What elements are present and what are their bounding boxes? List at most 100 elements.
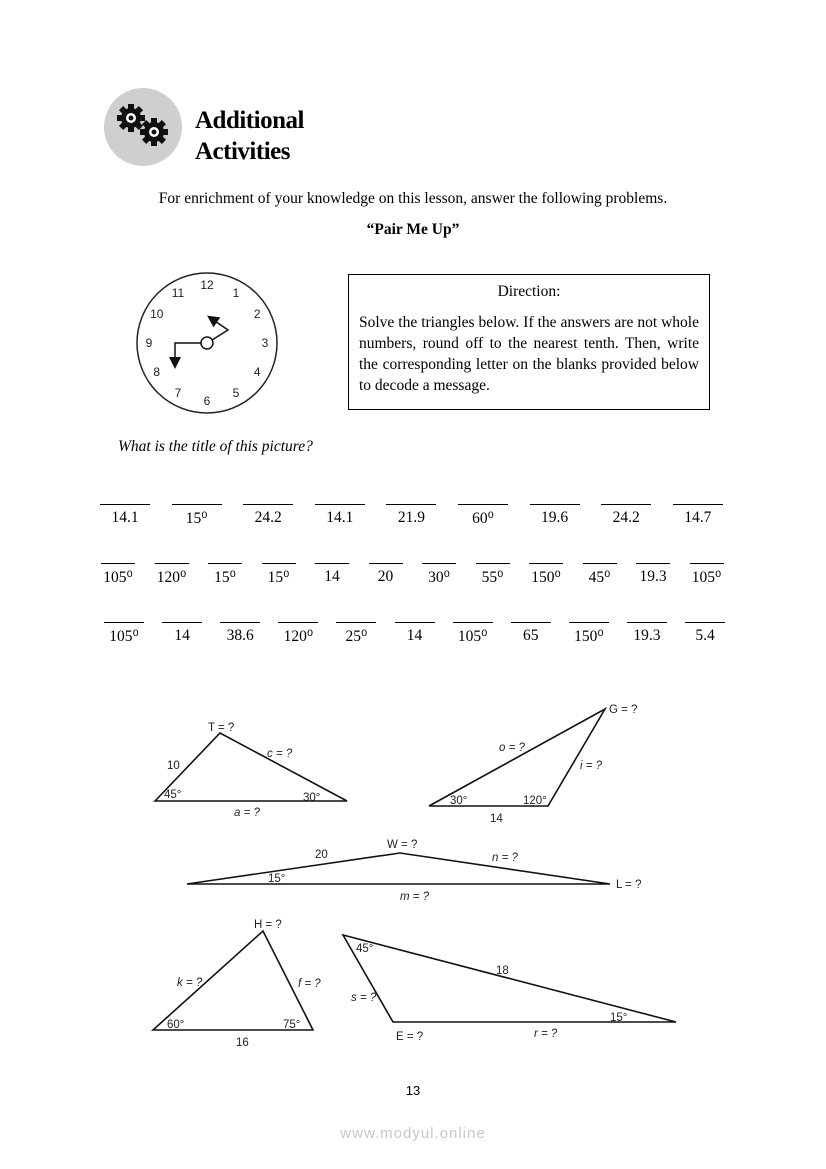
clock-center: [200, 336, 214, 350]
blank-clue: 20: [377, 568, 394, 585]
label-e-side-left: s = ?: [351, 992, 377, 1004]
blank-clue: 19.3: [633, 627, 661, 644]
answer-blank: 150⁰: [516, 563, 576, 587]
blank-clue: 5.4: [695, 627, 715, 644]
blank-line[interactable]: [582, 563, 617, 564]
label-g-base: 14: [490, 813, 503, 825]
blank-line[interactable]: [636, 563, 670, 564]
clock-number: 2: [254, 307, 261, 321]
answer-blank: 65: [501, 622, 561, 645]
blank-line[interactable]: [315, 563, 349, 564]
clock-number: 7: [175, 386, 182, 400]
blank-line[interactable]: [154, 563, 189, 564]
clock-number: 6: [204, 394, 211, 408]
blank-line[interactable]: [100, 504, 150, 505]
label-e-side-top: 18: [496, 965, 509, 977]
answer-blank: 15⁰: [167, 504, 227, 528]
blank-line[interactable]: [394, 622, 435, 623]
answer-blank: 38.6: [210, 622, 270, 645]
triangles-figure: T = ? 10 c = ? 45° 30° a = ? G = ? o = ?…: [150, 704, 677, 1049]
label-e-angle-right: 15°: [610, 1012, 627, 1024]
blank-line[interactable]: [208, 563, 242, 564]
blank-line[interactable]: [220, 622, 261, 623]
blank-line[interactable]: [626, 622, 667, 623]
blank-clue: 55⁰: [481, 569, 504, 586]
section-title-line1: Additional: [195, 107, 304, 134]
question-text: What is the title of this picture?: [118, 438, 313, 455]
blank-line[interactable]: [601, 504, 652, 505]
blank-line[interactable]: [104, 622, 144, 623]
answer-blank: 20: [356, 563, 416, 586]
label-h-side-left: k = ?: [177, 977, 203, 989]
intro-text: For enrichment of your knowledge on this…: [158, 190, 668, 207]
blank-line[interactable]: [368, 563, 403, 564]
blank-line[interactable]: [452, 622, 493, 623]
clock-number: 12: [200, 278, 214, 292]
answer-blank: 55⁰: [463, 563, 523, 587]
blank-line[interactable]: [162, 622, 203, 623]
answer-blank: 14: [302, 563, 362, 586]
label-g-side-left: o = ?: [499, 742, 526, 754]
clock-number: 8: [153, 365, 160, 379]
answer-blank: 19.3: [617, 622, 677, 645]
blank-line[interactable]: [689, 563, 724, 564]
blank-line[interactable]: [101, 563, 135, 564]
blank-line[interactable]: [422, 563, 456, 564]
label-w-base: m = ?: [400, 891, 430, 903]
blank-line[interactable]: [171, 504, 222, 505]
blank-line[interactable]: [685, 622, 725, 623]
label-h-side-right: f = ?: [298, 978, 321, 990]
blank-line[interactable]: [243, 504, 294, 505]
label-e-vertex: E = ?: [396, 1031, 423, 1043]
blank-line[interactable]: [458, 504, 508, 505]
blank-line[interactable]: [386, 504, 437, 505]
blank-line[interactable]: [278, 622, 319, 623]
clock-number: 9: [146, 336, 153, 350]
answer-blank: 14: [385, 622, 445, 645]
clock-illustration: 12 12 3 45 6 7 8 9 10 11: [136, 272, 278, 414]
label-t-side-left: 10: [167, 760, 180, 772]
answer-blank: 150⁰: [559, 622, 619, 646]
blank-clue: 65: [522, 627, 539, 644]
blank-clue: 38.6: [226, 627, 254, 644]
triangle-h: [150, 929, 315, 1031]
blank-line[interactable]: [475, 563, 510, 564]
answer-blank: 19.6: [525, 504, 585, 527]
triangle-t: [153, 732, 348, 802]
blank-clue: 14: [406, 627, 423, 644]
blank-line[interactable]: [672, 504, 723, 505]
label-w-vertex: W = ?: [387, 839, 417, 851]
blank-line[interactable]: [336, 622, 377, 623]
label-h-base: 16: [236, 1037, 249, 1049]
clock-number: 11: [172, 286, 185, 300]
section-title-line2: Activities: [195, 138, 290, 165]
triangle-w: [186, 852, 611, 885]
answer-blank: 15⁰: [195, 563, 255, 587]
label-t-angle-right: 30°: [303, 792, 320, 804]
blank-line[interactable]: [529, 504, 580, 505]
blank-clue: 60⁰: [472, 510, 494, 527]
answer-blank: 19.3: [623, 563, 683, 586]
label-w-side-left: 20: [315, 849, 328, 861]
blank-line[interactable]: [529, 563, 563, 564]
blank-clue: 21.9: [397, 509, 425, 526]
blank-line[interactable]: [314, 504, 365, 505]
blank-clue: 150⁰: [574, 628, 604, 645]
blank-clue: 25⁰: [345, 628, 368, 645]
answer-blank: 30⁰: [409, 563, 469, 587]
label-t-angle-left: 45°: [164, 789, 181, 801]
blank-clue: 15⁰: [214, 569, 236, 586]
blank-line[interactable]: [261, 563, 296, 564]
blank-clue: 14: [324, 568, 340, 585]
blank-clue: 24.2: [612, 509, 640, 526]
blank-line[interactable]: [568, 622, 609, 623]
answer-blank: 24.2: [596, 504, 656, 527]
label-e-angle-top: 45°: [356, 943, 373, 955]
answer-blank: 45⁰: [570, 563, 630, 587]
direction-heading: Direction:: [497, 283, 561, 300]
blank-line[interactable]: [510, 622, 551, 623]
answer-blank: 105⁰: [94, 622, 154, 646]
triangle-g: [428, 706, 608, 807]
answer-blank: 14.7: [668, 504, 728, 527]
blank-clue: 14: [174, 627, 190, 644]
